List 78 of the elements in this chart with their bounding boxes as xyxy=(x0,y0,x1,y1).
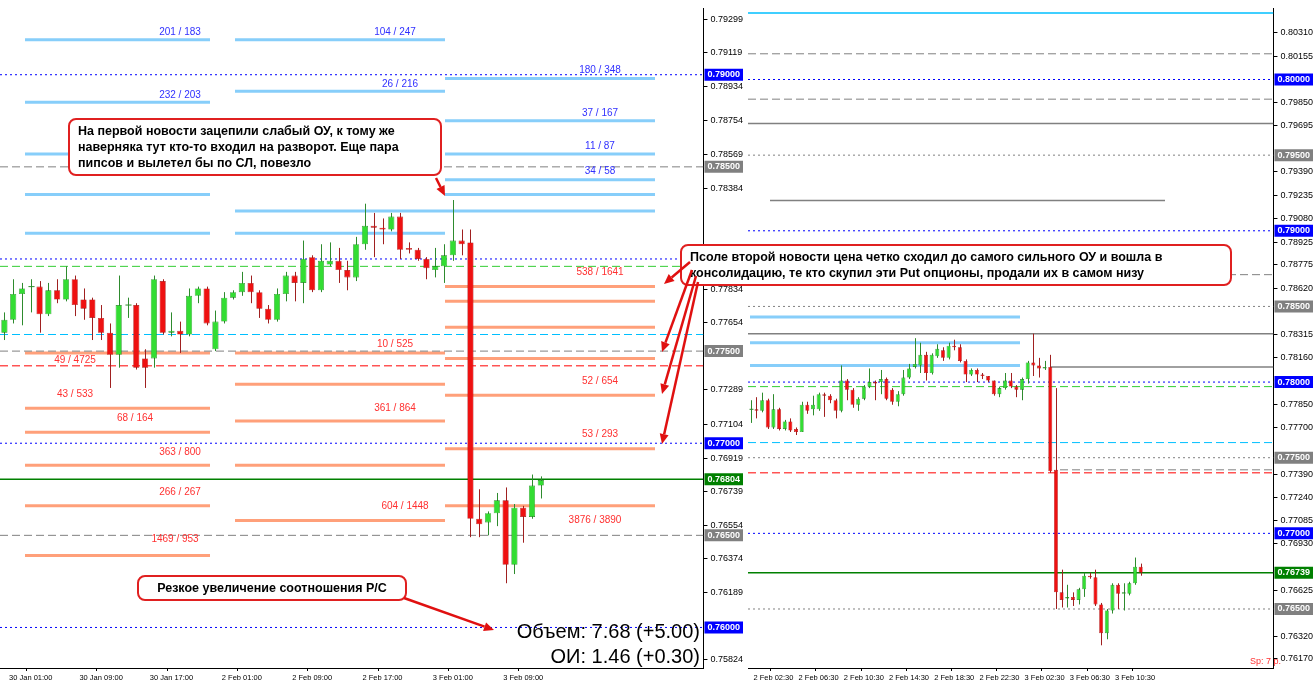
y-tick-label: 0.76625 xyxy=(1280,584,1314,595)
y-tick-label: 0.78160 xyxy=(1280,352,1314,363)
y-tick-label: 0.77289 xyxy=(710,384,744,395)
annotation: 232 / 203 xyxy=(159,89,202,101)
annotation: 3876 / 3890 xyxy=(568,513,622,525)
annotation: 266 / 267 xyxy=(159,485,202,497)
ref-line-label: 0.80000 xyxy=(1277,73,1311,84)
ref-line-label: 0.76000 xyxy=(707,621,741,632)
y-tick-label: 0.78569 xyxy=(710,148,744,159)
ref-line-label: 0.78500 xyxy=(1277,300,1311,311)
y-tick-label: 0.77104 xyxy=(710,418,744,429)
ref-line-label: 0.76500 xyxy=(707,529,741,540)
y-tick-label: 0.77240 xyxy=(1280,491,1314,502)
y-tick-label: 0.79390 xyxy=(1280,166,1314,177)
ref-line-label: 0.79000 xyxy=(707,69,741,80)
y-tick-label: 0.76170 xyxy=(1280,653,1314,664)
annotation: 49 / 4725 xyxy=(54,353,97,365)
y-tick-label: 0.78620 xyxy=(1280,282,1314,293)
annotation: 538 / 1641 xyxy=(576,266,625,278)
annotation: 52 / 654 xyxy=(581,375,619,387)
y-tick-label: 0.77654 xyxy=(710,317,744,328)
ref-line-label: 0.78500 xyxy=(707,161,741,172)
ref-line-label: 0.79500 xyxy=(1277,149,1311,160)
annotation: 1469 / 953 xyxy=(151,533,200,545)
annotation: 53 / 293 xyxy=(581,428,619,440)
annotation: 201 / 183 xyxy=(159,26,202,38)
y-tick-label: 0.76739 xyxy=(710,485,744,496)
y-tick-label: 0.77390 xyxy=(1280,468,1314,479)
y-tick-label: 0.79080 xyxy=(1280,213,1314,224)
y-tick-label: 0.76320 xyxy=(1280,630,1314,641)
callout: Резкое увеличение соотношения Р/С xyxy=(137,575,407,601)
y-tick-label: 0.76919 xyxy=(710,452,744,463)
annotation: 10 / 525 xyxy=(376,337,414,349)
annotation: 11 / 87 xyxy=(585,139,616,151)
ref-line-label: 0.77000 xyxy=(707,437,741,448)
ref-line-label: 0.77500 xyxy=(1277,452,1311,463)
annotation: 104 / 247 xyxy=(374,26,417,38)
y-tick-label: 0.78925 xyxy=(1280,236,1314,247)
y-tick-label: 0.78934 xyxy=(710,81,744,92)
y-tick-label: 0.76554 xyxy=(710,519,744,530)
annotation: 180 / 348 xyxy=(579,64,622,76)
ref-line-label: 0.77000 xyxy=(1277,527,1311,538)
y-tick-label: 0.78315 xyxy=(1280,328,1314,339)
annotation: Sp: 7 p. xyxy=(1250,656,1282,666)
y-tick-label: 0.77085 xyxy=(1280,514,1314,525)
annotation: 361 / 864 xyxy=(374,401,417,413)
y-tick-label: 0.80155 xyxy=(1280,50,1314,61)
annotation: 26 / 216 xyxy=(381,78,419,90)
ref-line-label: 0.76804 xyxy=(707,473,741,484)
annotation: ОИ: 1.46 (+0.30) xyxy=(550,644,700,668)
y-tick-label: 0.76374 xyxy=(710,553,744,564)
y-tick-label: 0.77834 xyxy=(710,284,744,295)
y-tick-label: 0.76189 xyxy=(710,587,744,598)
ref-line-label: 0.76500 xyxy=(1277,603,1311,614)
y-tick-label: 0.77700 xyxy=(1280,421,1314,432)
ref-line-label: 0.79000 xyxy=(1277,225,1311,236)
y-tick-label: 0.80310 xyxy=(1280,27,1314,38)
ref-line-label: 0.78000 xyxy=(1277,376,1311,387)
y-tick-label: 0.79695 xyxy=(1280,120,1314,131)
annotation: 604 / 1448 xyxy=(381,500,430,512)
y-tick-label: 0.76930 xyxy=(1280,538,1314,549)
y-tick-label: 0.79235 xyxy=(1280,189,1314,200)
y-tick-label: 0.79850 xyxy=(1280,96,1314,107)
annotation: 37 / 167 xyxy=(581,106,619,118)
annotation: 68 / 164 xyxy=(116,411,154,423)
annotation: Объем: 7.68 (+5.00) xyxy=(516,619,700,643)
y-tick-label: 0.79299 xyxy=(710,14,744,25)
y-tick-label: 0.77850 xyxy=(1280,399,1314,410)
annotation: 363 / 800 xyxy=(159,446,202,458)
y-tick-label: 0.78384 xyxy=(710,182,744,193)
callout: На первой новости зацепили слабый ОУ, к тому же наверняка тут кто-то входил на разворот. Еще пара пипсов и вылетел бы по СЛ, повезло xyxy=(68,118,442,176)
y-tick-label: 0.75824 xyxy=(710,654,744,665)
ref-line-label: 0.77500 xyxy=(707,345,741,356)
annotation: 43 / 533 xyxy=(56,387,94,399)
y-tick-label: 0.79119 xyxy=(710,47,743,58)
y-tick-label: 0.78775 xyxy=(1280,259,1314,270)
y-tick-label: 0.78754 xyxy=(710,114,744,125)
annotation: 34 / 58 xyxy=(584,165,616,177)
